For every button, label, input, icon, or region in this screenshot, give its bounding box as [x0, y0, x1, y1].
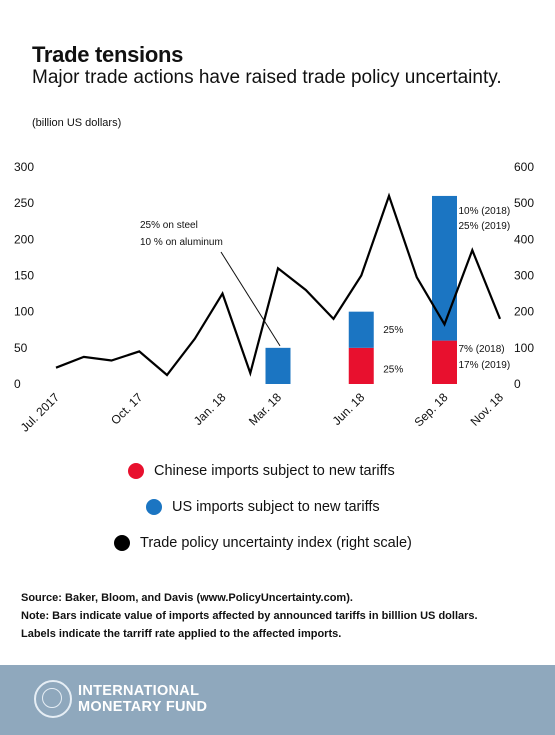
bar-us-jun18 [348, 311, 374, 348]
bar-china-jun18 [348, 347, 374, 384]
annotation-sep-china-2018: 7% (2018) [459, 344, 505, 355]
y-right-tick-label: 0 [514, 377, 521, 391]
y-left-tick-label: 100 [14, 305, 34, 319]
tpu-line [55, 192, 502, 377]
annotation-sep-us-2018: 10% (2018) [459, 206, 511, 217]
labels-note: Labels indicate the tarriff rate applied… [21, 628, 342, 640]
bar-us-sep18 [432, 195, 457, 341]
legend-item-china: Chinese imports subject to new tariffs [128, 463, 395, 479]
annotation-sep-us-2019: 25% (2019) [459, 221, 511, 232]
unit-label: (billion US dollars) [32, 117, 122, 129]
legend-item-tpu: Trade policy uncertainty index (right sc… [114, 535, 412, 551]
y-left-tick-label: 150 [14, 269, 34, 283]
legend-swatch-tpu [114, 535, 130, 551]
annotation-aluminum: 10 % on aluminum [140, 237, 223, 248]
legend-label-tpu: Trade policy uncertainty index (right sc… [140, 535, 412, 551]
y-left-tick-label: 50 [14, 341, 28, 355]
y-right-tick-label: 300 [514, 269, 534, 283]
source-note: Source: Baker, Bloom, and Davis (www.Pol… [21, 592, 353, 604]
footer-bar: INTERNATIONAL MONETARY FUND [0, 665, 555, 735]
legend-item-us: US imports subject to new tariffs [146, 499, 380, 515]
y-right-tick-label: 500 [514, 196, 534, 210]
legend-swatch-china [128, 463, 144, 479]
y-left-tick-label: 300 [14, 160, 34, 174]
chart-title: Trade tensions [32, 42, 184, 67]
notes: Source: Baker, Bloom, and Davis (www.Pol… [21, 589, 478, 643]
annotation-sep-china-2019: 17% (2019) [459, 360, 511, 371]
bar-us-mar18 [265, 347, 291, 384]
x-tick-label: Jul. 2017 [18, 390, 63, 435]
y-left-tick-label: 200 [14, 232, 34, 246]
annotation-steel: 25% on steel [140, 220, 198, 231]
x-tick-label: Jan. 18 [191, 390, 229, 428]
x-tick-label: Oct. 17 [108, 390, 145, 427]
bars-note: Note: Bars indicate value of imports aff… [21, 610, 478, 622]
y-left-tick-label: 0 [14, 377, 21, 391]
x-tick-label: Mar. 18 [246, 390, 284, 428]
x-tick-label: Sep. 18 [411, 390, 450, 429]
legend-label-china: Chinese imports subject to new tariffs [154, 463, 395, 479]
y-right-tick-label: 400 [514, 232, 534, 246]
annotation-leader-line [220, 251, 281, 347]
annotation-jun-us: 25% [383, 325, 403, 336]
y-right-tick-label: 200 [514, 305, 534, 319]
bar-china-sep18 [432, 340, 457, 384]
y-right-tick-label: 600 [514, 160, 534, 174]
imf-logo-text: INTERNATIONAL MONETARY FUND [78, 683, 208, 715]
legend-label-us: US imports subject to new tariffs [172, 499, 380, 515]
legend-swatch-us [146, 499, 162, 515]
y-right-tick-label: 100 [514, 341, 534, 355]
imf-seal-icon [34, 680, 72, 718]
x-tick-label: Jun. 18 [330, 390, 368, 428]
x-tick-label: Nov. 18 [468, 390, 507, 429]
chart-subtitle: Major trade actions have raised trade po… [32, 67, 502, 88]
chart-plot: 0 50 100 150 200 250 300 0 100 200 300 400 500 600 Jul… [14, 160, 534, 435]
y-left-tick-label: 250 [14, 196, 34, 210]
annotation-jun-china: 25% [383, 365, 403, 376]
